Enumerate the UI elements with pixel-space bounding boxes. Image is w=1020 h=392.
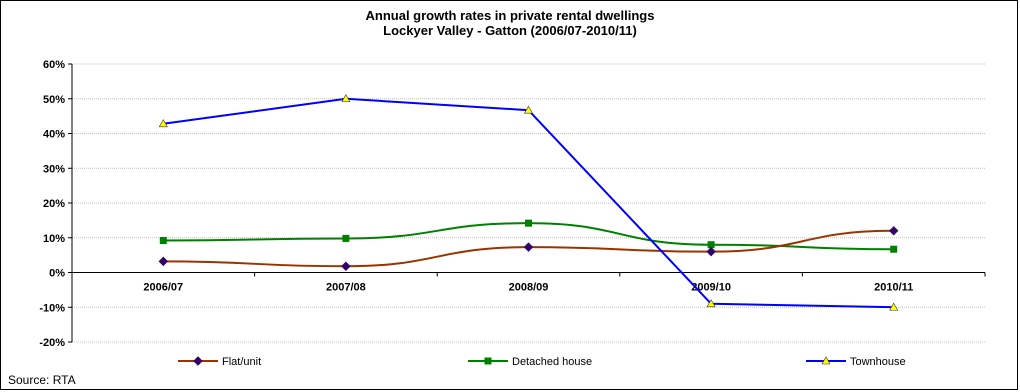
y-tick-label: 60% <box>43 59 65 71</box>
y-tick-label: 50% <box>43 94 65 106</box>
legend-label-detached-house: Detached house <box>512 356 592 368</box>
source-note: Source: RTA <box>8 373 76 387</box>
data-point-townhouse <box>158 119 168 128</box>
data-point-flat-unit <box>523 242 534 252</box>
x-tick-label: 2006/07 <box>143 282 183 294</box>
y-tick-label: 10% <box>43 233 65 245</box>
data-point-townhouse <box>706 299 716 308</box>
data-point-townhouse <box>341 94 351 103</box>
data-point-townhouse <box>889 302 899 311</box>
y-tick-label: -20% <box>39 337 65 349</box>
y-tick-label: 40% <box>43 129 65 141</box>
x-tick-label: 2007/08 <box>326 282 366 294</box>
y-tick-label: 20% <box>43 198 65 210</box>
y-tick-label: -10% <box>39 302 65 314</box>
chart-subtitle: Lockyer Valley - Gatton (2006/07-2010/11… <box>383 23 637 38</box>
legend-marker-flat-unit <box>193 356 203 366</box>
data-point-flat-unit <box>158 256 169 267</box>
y-tick-label: 0% <box>49 268 65 280</box>
legend-marker-detached-house <box>484 357 492 365</box>
x-tick-label: 2009/10 <box>691 282 731 294</box>
data-point-flat-unit <box>888 226 899 236</box>
data-point-detached-house <box>707 241 715 249</box>
x-tick-label: 2010/11 <box>874 282 913 294</box>
x-tick-label: 2008/09 <box>509 282 549 294</box>
legend-label-flat-unit: Flat/unit <box>222 356 261 368</box>
data-point-detached-house <box>890 245 898 253</box>
legend-label-townhouse: Townhouse <box>850 356 906 368</box>
data-point-flat-unit <box>341 261 351 271</box>
data-point-detached-house <box>159 237 167 245</box>
data-point-townhouse <box>523 105 534 114</box>
chart-title: Annual growth rates in private rental dw… <box>365 8 655 23</box>
y-tick-label: 30% <box>43 163 65 175</box>
data-point-detached-house <box>525 219 532 227</box>
legend-marker-townhouse <box>821 356 831 365</box>
data-point-detached-house <box>342 234 350 242</box>
data-point-flat-unit <box>706 246 716 257</box>
